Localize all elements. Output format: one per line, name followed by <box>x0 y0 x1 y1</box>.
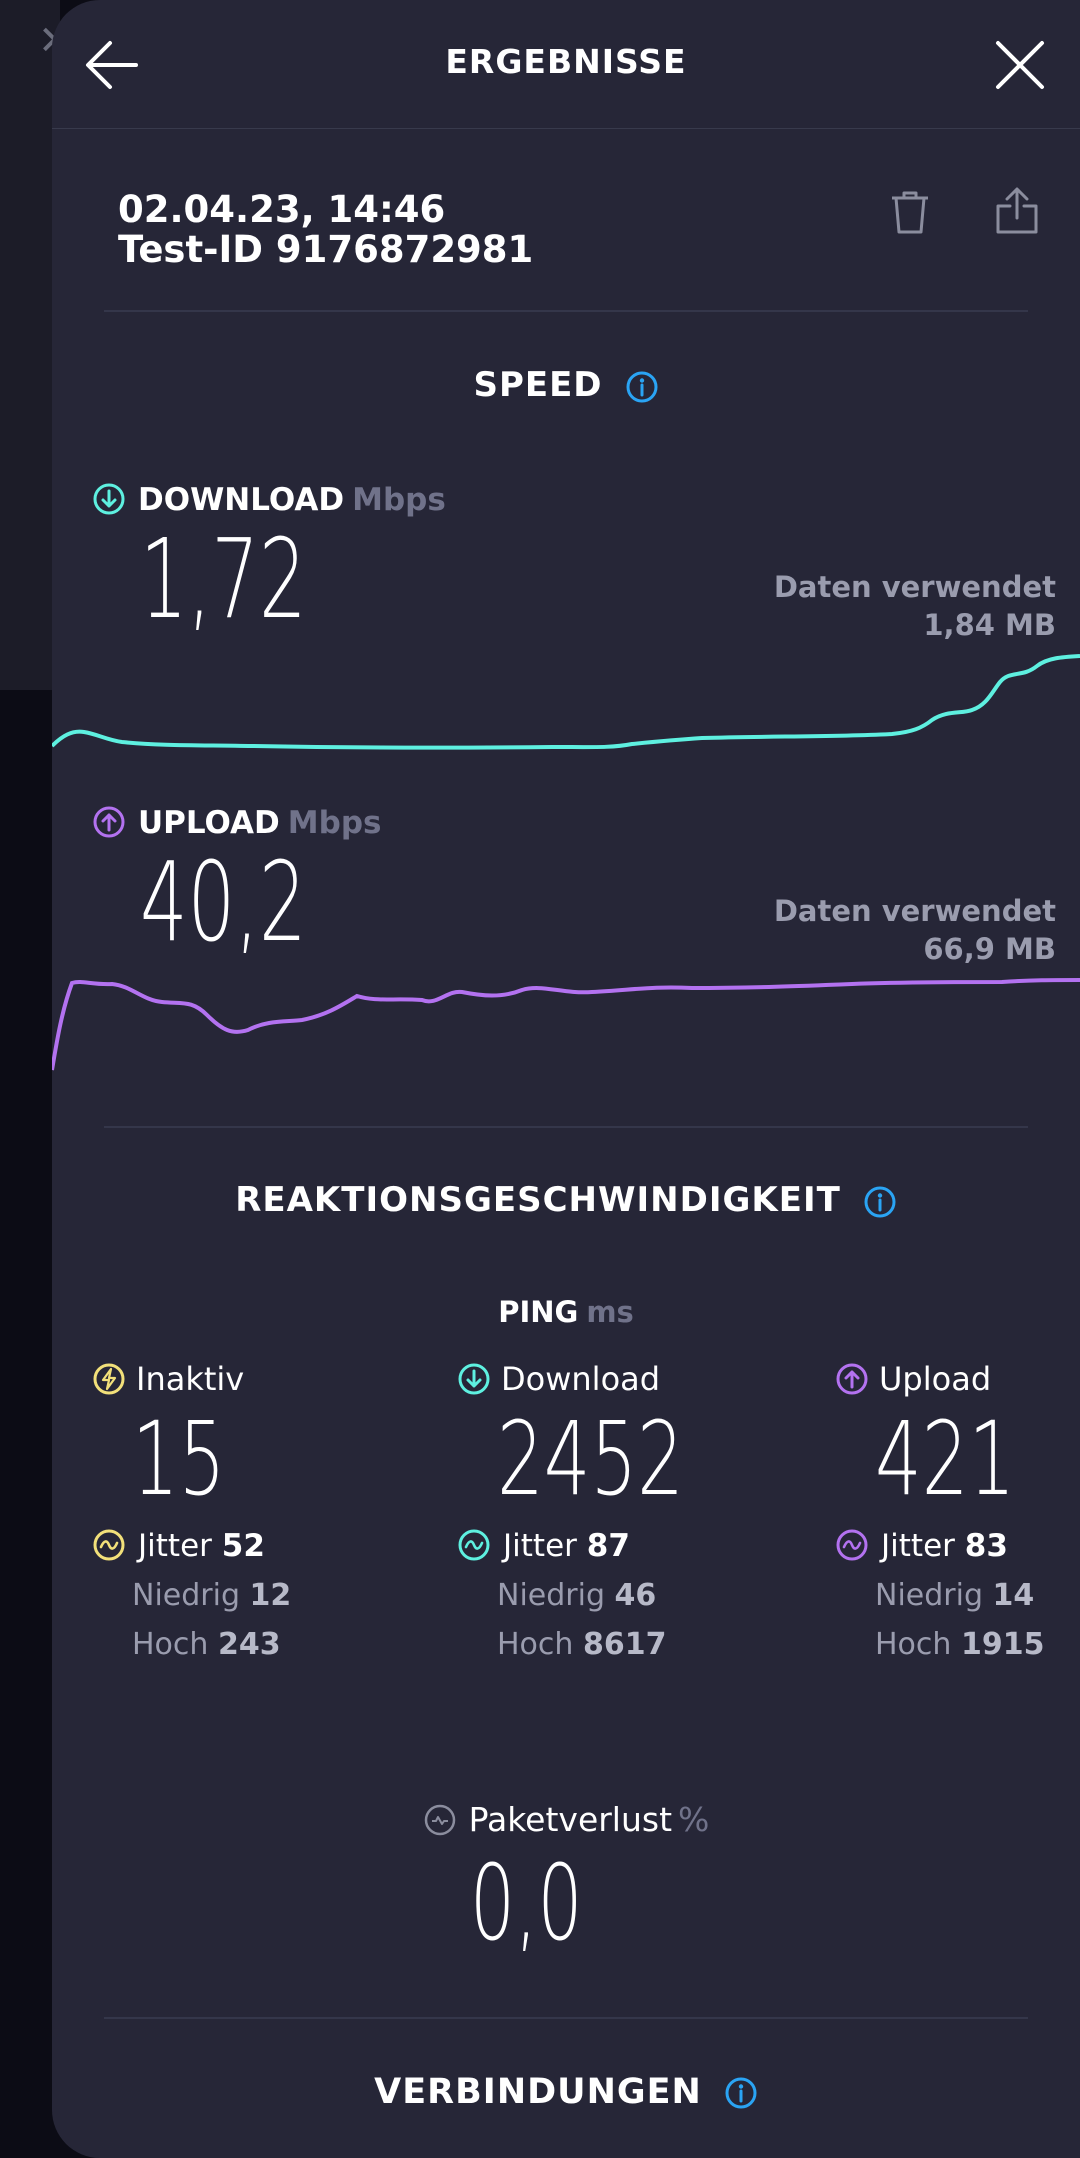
divider <box>104 2017 1028 2019</box>
download-label: DOWNLOAD Mbps <box>92 482 446 518</box>
ping-upload-high-value: 1915 <box>960 1627 1045 1662</box>
ping-download-jitter-value: 87 <box>586 1528 630 1564</box>
ping-label: PING <box>498 1295 579 1329</box>
ping-idle-high: Hoch 243 <box>132 1627 392 1662</box>
connections-title: VERBINDUNGEN <box>52 2072 1080 2112</box>
connections-title-label: VERBINDUNGEN <box>374 2072 702 2112</box>
ping-unit: ms <box>586 1295 634 1329</box>
download-arrow-icon <box>93 483 125 515</box>
ping-upload-high-label: Hoch <box>875 1627 952 1662</box>
results-sheet: ERGEBNISSE 02.04.23, 14:46 Test-ID 91768… <box>52 0 1080 2158</box>
jitter-wave-icon <box>458 1529 490 1561</box>
packet-loss-icon <box>424 1804 455 1836</box>
ping-download-low-value: 46 <box>614 1578 657 1613</box>
packet-loss-unit: % <box>678 1800 710 1839</box>
ping-download-low-label: Niedrig <box>497 1578 605 1613</box>
ping-upload-jitter: Jitter 83 <box>835 1528 1075 1564</box>
idle-bolt-icon <box>93 1363 125 1395</box>
download-data-used: Daten verwendet 1,84 MB <box>774 568 1056 644</box>
ping-idle-low: Niedrig 12 <box>132 1578 392 1613</box>
download-speed-graph <box>52 654 1080 750</box>
ping-upload-value: 421 <box>875 1400 1016 1519</box>
ping-idle-column: Inaktiv 15 Jitter 52 Niedrig 12 Hoch 243 <box>92 1360 392 1662</box>
arrow-left-icon[interactable] <box>82 37 142 93</box>
ping-download-high: Hoch 8617 <box>497 1627 757 1662</box>
test-meta: 02.04.23, 14:46 Test-ID 9176872981 <box>118 190 533 270</box>
page-title: ERGEBNISSE <box>445 42 687 81</box>
info-icon[interactable] <box>625 370 659 404</box>
ping-upload-low: Niedrig 14 <box>875 1578 1075 1613</box>
ping-idle-jitter-label: Jitter <box>138 1528 212 1564</box>
share-icon[interactable] <box>992 186 1042 236</box>
trash-icon[interactable] <box>886 188 934 236</box>
ping-download-low: Niedrig 46 <box>497 1578 757 1613</box>
download-arrow-icon <box>458 1363 490 1395</box>
ping-idle-jitter-value: 52 <box>221 1528 265 1564</box>
test-datetime: 02.04.23, 14:46 <box>118 188 446 231</box>
upload-data-used-value: 66,9 MB <box>923 932 1056 966</box>
info-icon[interactable] <box>724 2076 758 2110</box>
responsiveness-title-label: REAKTIONSGESCHWINDIGKEIT <box>235 1180 841 1220</box>
upload-data-used: Daten verwendet 66,9 MB <box>774 892 1056 968</box>
upload-data-used-label: Daten verwendet <box>773 894 1056 928</box>
download-unit: Mbps <box>352 482 446 518</box>
download-label-text: DOWNLOAD <box>138 482 345 518</box>
packet-loss-value: 0,0 <box>470 1842 583 1964</box>
ping-upload-jitter-label: Jitter <box>881 1528 955 1564</box>
jitter-wave-icon <box>836 1529 868 1561</box>
ping-upload-label: Upload <box>835 1360 1075 1398</box>
ping-download-label: Download <box>457 1360 757 1398</box>
ping-idle-low-value: 12 <box>249 1578 292 1613</box>
ping-idle-label-text: Inaktiv <box>136 1360 245 1398</box>
ping-upload-low-label: Niedrig <box>875 1578 983 1613</box>
ping-idle-high-label: Hoch <box>132 1627 209 1662</box>
ping-upload-jitter-value: 83 <box>964 1528 1008 1564</box>
header: ERGEBNISSE <box>52 0 1080 129</box>
upload-arrow-icon <box>836 1363 868 1395</box>
download-speed-value: 1,72 <box>140 515 307 643</box>
upload-arrow-icon <box>93 806 125 838</box>
divider <box>104 310 1028 312</box>
close-icon[interactable] <box>992 37 1048 93</box>
upload-speed-graph <box>52 978 1080 1071</box>
packet-loss-label: Paketverlust% <box>52 1800 1080 1839</box>
background-app <box>0 0 60 690</box>
ping-upload-column: Upload 421 Jitter 83 Niedrig 14 Hoch 191… <box>835 1360 1075 1662</box>
divider <box>104 1126 1028 1128</box>
upload-label: UPLOAD Mbps <box>92 805 381 841</box>
ping-idle-label: Inaktiv <box>92 1360 392 1398</box>
ping-idle-high-value: 243 <box>217 1627 281 1662</box>
ping-download-jitter: Jitter 87 <box>457 1528 757 1564</box>
ping-heading: PING ms <box>52 1295 1080 1329</box>
download-data-used-value: 1,84 MB <box>923 608 1056 642</box>
ping-download-high-label: Hoch <box>497 1627 574 1662</box>
upload-unit: Mbps <box>287 805 382 841</box>
ping-download-column: Download 2452 Jitter 87 Niedrig 46 Hoch … <box>457 1360 757 1662</box>
ping-upload-high: Hoch 1915 <box>875 1627 1075 1662</box>
ping-download-high-value: 8617 <box>582 1627 667 1662</box>
upload-speed-value: 40,2 <box>140 838 307 966</box>
ping-idle-jitter: Jitter 52 <box>92 1528 392 1564</box>
test-id: Test-ID 9176872981 <box>118 228 534 271</box>
ping-idle-value: 15 <box>132 1400 226 1519</box>
ping-idle-low-label: Niedrig <box>132 1578 240 1613</box>
ping-upload-label-text: Upload <box>879 1360 992 1398</box>
ping-download-jitter-label: Jitter <box>503 1528 577 1564</box>
speed-title: SPEED <box>52 365 1080 405</box>
download-data-used-label: Daten verwendet <box>773 570 1056 604</box>
ping-download-label-text: Download <box>501 1360 661 1398</box>
ping-download-value: 2452 <box>497 1400 684 1519</box>
jitter-wave-icon <box>93 1529 125 1561</box>
packet-loss-label-text: Paketverlust <box>468 1800 673 1839</box>
info-icon[interactable] <box>863 1185 897 1219</box>
responsiveness-title: REAKTIONSGESCHWINDIGKEIT <box>52 1180 1080 1220</box>
ping-upload-low-value: 14 <box>992 1578 1035 1613</box>
speed-title-label: SPEED <box>473 365 603 405</box>
upload-label-text: UPLOAD <box>138 805 280 841</box>
